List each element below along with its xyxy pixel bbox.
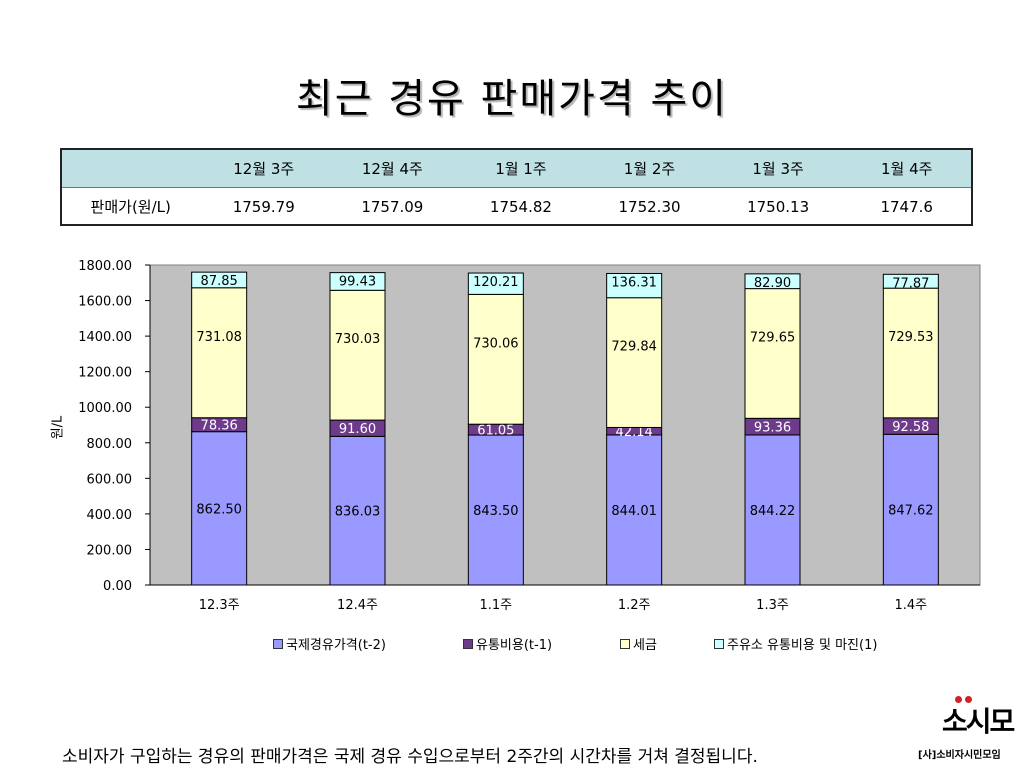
- bar-value-label: 843.50: [473, 504, 519, 519]
- x-tick-label: 1.2주: [618, 598, 651, 613]
- bar-segment: [467, 272, 524, 295]
- bar-value-label: 77.87: [892, 276, 929, 291]
- bar-value-label: 730.06: [473, 336, 519, 351]
- y-tick-label: 1800.00: [78, 259, 132, 274]
- y-tick-label: 1400.00: [78, 330, 132, 345]
- legend-label: 세금: [633, 638, 657, 653]
- week-header-cell: 12월 4주: [361, 160, 423, 178]
- price-table-header-row: 12월 3주 12월 4주 1월 1주 1월 2주 1월 3주 1월 4주: [62, 150, 971, 188]
- page-title: 최근 경유 판매가격 추이: [295, 76, 729, 122]
- bar-segment: [191, 431, 248, 586]
- legend-label: 국제경유가격(t-2): [286, 638, 386, 653]
- logo-dot: [955, 696, 962, 703]
- legend-swatch: [273, 638, 283, 649]
- logo-mark: 소시모: [942, 705, 1015, 738]
- bar-segment: [744, 434, 801, 586]
- plot-area: [149, 264, 981, 586]
- x-tick-label: 1.4주: [895, 598, 928, 613]
- price-cell: 1757.09: [361, 197, 424, 216]
- bar-value-label: 731.08: [196, 330, 242, 345]
- bar-value-label: 91.60: [339, 422, 376, 437]
- bar-segment: [882, 273, 939, 289]
- bar-segment: [882, 287, 939, 419]
- bar-value-label: 836.03: [335, 505, 381, 520]
- bar-segment: [606, 272, 663, 299]
- price-cell: 1747.6: [880, 197, 933, 216]
- legend-item: 주유소 유통비용 및 마진(1): [714, 634, 877, 653]
- y-tick-label: 200.00: [87, 543, 133, 558]
- bar-value-label: 730.03: [335, 332, 381, 347]
- bar-value-label: 847.62: [888, 504, 934, 519]
- y-tick-label: 1200.00: [78, 366, 132, 381]
- bar-value-label: 42.14: [616, 425, 653, 440]
- x-tick-label: 1.3주: [756, 598, 789, 613]
- legend-swatch: [463, 638, 473, 649]
- bar-segment: [191, 271, 248, 289]
- stacked-bar-chart: 0.00 200.00 400.00 600.00 800.00 1000.00 1200.…: [78, 259, 981, 613]
- bar-value-label: 844.22: [750, 504, 796, 519]
- bar-segment: [329, 289, 386, 421]
- legend-item: 국제경유가격(t-2): [273, 634, 386, 653]
- bar-value-label: 136.31: [611, 275, 657, 290]
- week-header-cell: 1월 1주: [495, 160, 547, 178]
- footer-caption: 소비자가 구입하는 경유의 판매가격은 국제 경유 수입으로부터 2주간의 시간…: [62, 747, 758, 767]
- price-cell: 1759.79: [232, 197, 295, 216]
- price-cell: 1754.82: [489, 197, 552, 216]
- bar-value-label: 729.84: [611, 340, 657, 355]
- bar-segment: [606, 297, 663, 428]
- y-tick-label: 800.00: [87, 437, 133, 452]
- logo-dot: [965, 696, 972, 703]
- bar-value-label: 92.58: [892, 420, 929, 435]
- week-header-cell: 1월 4주: [880, 160, 933, 178]
- legend-swatch: [714, 638, 724, 649]
- y-tick-label: 600.00: [87, 472, 133, 487]
- bar-value-label: 844.01: [611, 504, 657, 519]
- bar-value-label: 78.36: [201, 419, 238, 434]
- y-axis-label: 원/L: [50, 415, 66, 440]
- price-cell: 1752.30: [618, 197, 681, 216]
- legend-swatch: [620, 638, 630, 649]
- x-tick-label: 12.4주: [337, 598, 378, 613]
- logo-org-name: [사]소비자시민모임: [918, 750, 1001, 761]
- price-table-data-row: 판매가(원/L) 1759.79 1757.09 1754.82 1752.30…: [62, 188, 971, 225]
- legend-item: 세금: [620, 634, 657, 653]
- bar-segment: [191, 287, 248, 419]
- bar-segment: [744, 288, 801, 419]
- bar-value-label: 99.43: [339, 275, 376, 290]
- y-tick-label: 1000.00: [78, 401, 132, 416]
- y-tick-label: 1600.00: [78, 295, 132, 310]
- bar-value-label: 61.05: [477, 424, 514, 439]
- week-header-cell: 1월 2주: [623, 160, 676, 178]
- bar-segment: [329, 272, 386, 291]
- bar-segment: [744, 273, 801, 290]
- legend-label: 주유소 유통비용 및 마진(1): [727, 638, 878, 653]
- organization-logo: 소시모 [사]소비자시민모임: [918, 696, 1024, 768]
- price-table: 12월 3주 12월 4주 1월 1주 1월 2주 1월 3주 1월 4주 판매…: [60, 148, 973, 226]
- bar-value-label: 87.85: [201, 274, 238, 289]
- y-tick-label: 0.00: [103, 579, 132, 594]
- bar-value-label: 82.90: [754, 276, 791, 291]
- price-row-label: 판매가(원/L): [90, 198, 171, 216]
- bar-value-label: 93.36: [754, 421, 791, 436]
- bar-segment: [882, 433, 939, 586]
- legend-label: 유통비용(t-1): [476, 638, 553, 653]
- bar-value-label: 729.65: [750, 330, 796, 345]
- y-tick-label: 400.00: [87, 508, 133, 523]
- bar-value-label: 120.21: [473, 275, 519, 290]
- legend-item: 유통비용(t-1): [463, 634, 552, 653]
- bar-value-label: 729.53: [888, 330, 934, 345]
- x-tick-label: 12.3주: [199, 598, 240, 613]
- price-cell: 1750.13: [747, 197, 810, 216]
- week-header-cell: 12월 3주: [233, 160, 295, 178]
- bar-segment: [467, 293, 524, 425]
- x-tick-label: 1.1주: [480, 598, 513, 613]
- week-header-cell: 1월 3주: [752, 160, 804, 178]
- bar-value-label: 862.50: [196, 502, 242, 517]
- bar-segment: [606, 434, 663, 586]
